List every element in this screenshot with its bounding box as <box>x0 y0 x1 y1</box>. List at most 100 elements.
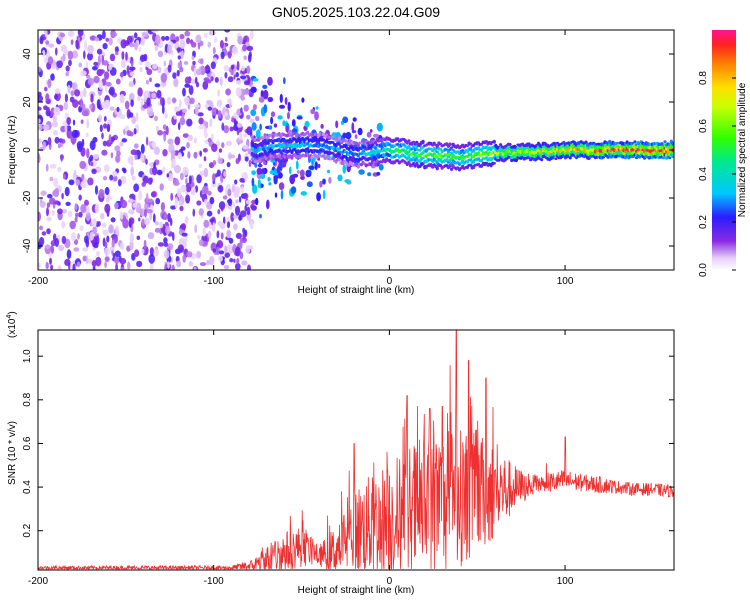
spectrogram-noise-cell <box>38 118 41 124</box>
spectrogram-noise-cell <box>209 218 215 223</box>
spectrogram-noise-cell <box>154 227 161 233</box>
spectrogram-burst-cell <box>300 191 307 196</box>
spectrogram-burst-cell <box>301 97 305 103</box>
spectrogram-noise-cell <box>85 132 89 138</box>
snr-scale-label: (x104) <box>6 311 18 338</box>
spectrogram-noise-cell <box>149 111 155 116</box>
spectrogram-noise-cell <box>120 266 125 270</box>
spectrogram-noise-cell <box>147 232 155 240</box>
spectrogram-noise-cell <box>217 185 224 193</box>
spectrogram-noise-cell <box>198 239 204 247</box>
spectrogram-burst-cell <box>280 189 284 200</box>
spectrogram-noise-cell <box>196 250 202 259</box>
spectrogram-noise-cell <box>237 35 244 45</box>
spectrogram-ridge-cell <box>261 153 265 157</box>
spectrogram-noise-cell <box>246 65 251 74</box>
spectrogram-noise-cell <box>110 152 114 159</box>
spectrogram-ridge-cell <box>497 158 501 162</box>
spectrogram-noise-cell <box>191 55 195 61</box>
spectrogram-noise-cell <box>53 177 59 188</box>
spectrogram-noise-cell <box>146 97 151 107</box>
spectrogram-noise-cell <box>45 40 50 45</box>
spectrogram-noise-cell <box>104 85 108 92</box>
spectrogram-burst-cell <box>376 122 383 132</box>
spectrogram-noise-cell <box>167 243 174 251</box>
spectrogram-ridge-cell <box>266 152 270 156</box>
spectrogram-noise-cell <box>57 166 62 172</box>
spectrogram-noise-cell <box>155 197 161 205</box>
spectrogram-ridge-cell <box>369 151 373 156</box>
spectrogram-noise-cell <box>38 95 43 103</box>
snr-xlabel: Height of straight line (km) <box>298 585 415 596</box>
spectrogram-noise-cell <box>122 168 127 174</box>
spectrogram-noise-cell <box>186 37 191 45</box>
spectrogram-burst-cell <box>373 133 380 138</box>
spectrogram-noise-cell <box>80 119 84 124</box>
spectrogram-noise-cell <box>230 64 235 70</box>
spectrogram-noise-cell <box>210 133 214 141</box>
spectrogram-noise-cell <box>119 141 124 147</box>
spectrogram-noise-cell <box>73 169 77 178</box>
spectrogram-noise-cell <box>121 138 128 143</box>
spectrogram-noise-cell <box>66 117 71 125</box>
spectrogram-burst-cell <box>344 179 351 184</box>
spectrogram-ridge-cell <box>671 141 674 146</box>
spectrogram-burst-cell <box>252 184 258 195</box>
snr-ytick-label: 0.4 <box>22 480 33 494</box>
spectrogram-ridge-cell <box>250 151 254 156</box>
spectrogram-noise-cell <box>209 196 215 205</box>
spectrogram-noise-cell <box>146 209 153 214</box>
spectrogram-noise-cell <box>223 65 230 72</box>
spectrogram-noise-cell <box>199 150 202 157</box>
spectrogram-noise-cell <box>173 115 177 120</box>
spectrogram-noise-cell <box>104 256 110 262</box>
spectrogram-noise-cell <box>90 93 94 103</box>
spectrogram-burst-cell <box>354 134 358 139</box>
spectrogram-noise-cell <box>77 30 84 37</box>
spectrogram-noise-cell <box>61 221 65 229</box>
spectrogram-noise-cell <box>202 185 209 195</box>
spectrogram-noise-cell <box>236 139 244 144</box>
spectrogram-noise-cell <box>132 202 137 208</box>
spectrogram-noise-cell <box>188 175 192 185</box>
spectrogram-burst-cell <box>315 106 319 110</box>
spectrogram-noise-cell <box>38 262 41 269</box>
spectrogram-noise-cell <box>194 106 199 116</box>
spectrogram-noise-cell <box>38 106 42 111</box>
spectrogram-noise-cell <box>233 74 236 80</box>
spectrogram-noise-cell <box>203 156 207 162</box>
spectrogram-noise-cell <box>70 39 74 45</box>
spectrogram-noise-cell <box>55 47 58 56</box>
spectrogram-noise-cell <box>194 104 201 109</box>
spectrogram-noise-cell <box>103 164 110 173</box>
spectrogram-noise-cell <box>102 176 108 181</box>
spectrogram-noise-cell <box>218 250 225 255</box>
spectrogram-noise-cell <box>115 154 121 163</box>
spectrogram-noise-cell <box>163 249 170 259</box>
spectrogram-noise-cell <box>92 154 100 159</box>
spectrogram-noise-cell <box>173 181 180 186</box>
spectrogram-noise-cell <box>109 106 115 111</box>
spectrogram-noise-cell <box>146 68 153 76</box>
spectrogram-noise-cell <box>120 71 124 78</box>
spectrogram-noise-cell <box>157 50 164 58</box>
spectrogram-noise-cell <box>150 191 157 198</box>
spectrogram-burst-cell <box>257 163 263 168</box>
spectrogram-burst-cell <box>367 172 372 177</box>
spectrogram-burst-cell <box>366 131 372 138</box>
spectrogram-noise-cell <box>38 124 43 131</box>
spectrogram-noise-cell <box>171 97 177 104</box>
spectrogram-noise-cell <box>186 142 190 149</box>
spectrogram-ridge-cell <box>421 139 425 145</box>
spectrogram-ylabel: Frequency (Hz) <box>7 116 18 185</box>
spectrogram-noise-cell <box>84 40 88 51</box>
spectrogram-noise-cell <box>167 44 172 55</box>
spectrogram-noise-cell <box>119 114 126 120</box>
spectrogram-noise-cell <box>95 250 100 257</box>
spectrogram-noise-cell <box>184 216 189 224</box>
spectrogram-burst-cell <box>273 168 278 177</box>
spectrogram-noise-cell <box>101 222 107 228</box>
spectrogram-noise-cell <box>155 221 159 226</box>
spectrogram-ridge-cell <box>407 144 411 148</box>
spectrogram-noise-cell <box>157 130 164 136</box>
